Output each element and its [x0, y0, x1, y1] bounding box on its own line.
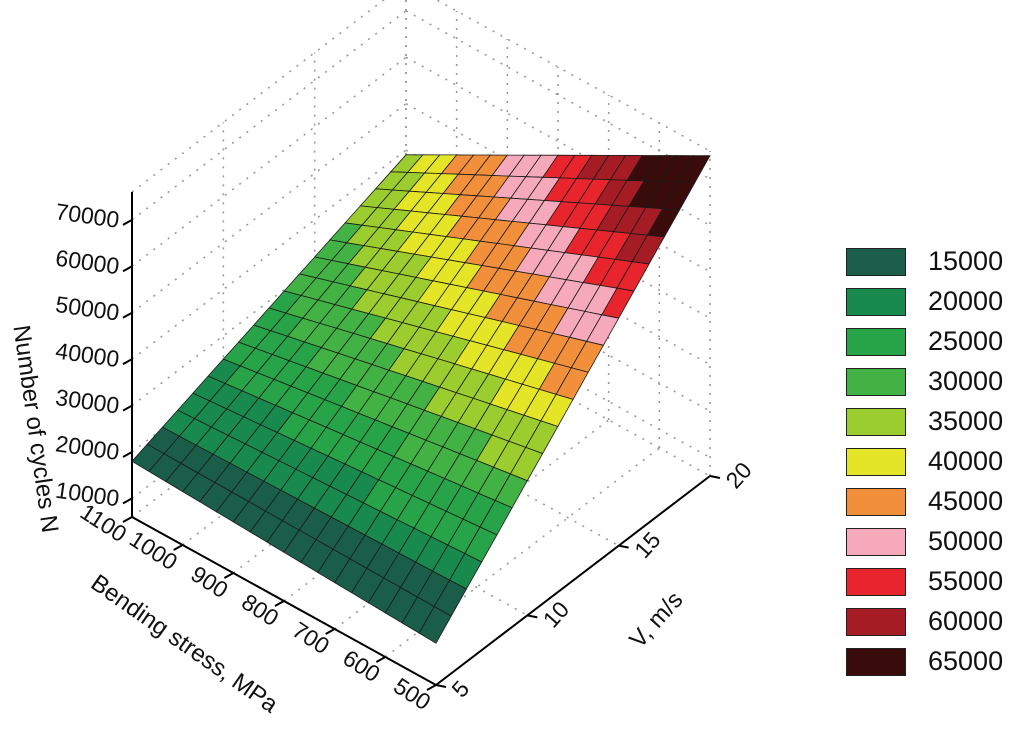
- y-axis-title: V, m/s: [624, 586, 688, 653]
- x-tick-mark: [122, 516, 133, 523]
- z-tick-label: 70000: [54, 198, 121, 233]
- y-tick-mark: [709, 475, 721, 479]
- response-surface: [131, 154, 711, 644]
- grid-line: [405, 307, 711, 477]
- x-tick-label: 1000: [125, 526, 182, 576]
- legend-label: 55000: [928, 566, 1004, 596]
- z-tick-mark: [122, 451, 133, 458]
- legend-item: 30000: [846, 364, 1024, 404]
- y-tick-mark: [618, 544, 629, 549]
- y-tick-label: 15: [629, 527, 665, 563]
- legend-swatch: [846, 528, 906, 556]
- z-tick-label: 30000: [54, 384, 121, 419]
- legend-item: 35000: [846, 404, 1024, 444]
- grid-line: [131, 103, 407, 314]
- z-tick-mark: [122, 218, 133, 226]
- legend-label: 45000: [928, 486, 1004, 516]
- z-tick-mark: [122, 265, 133, 273]
- legend-label: 30000: [928, 366, 1004, 396]
- legend-swatch: [846, 328, 906, 356]
- y-axis-line: [435, 475, 711, 686]
- x-tick-mark: [173, 544, 184, 551]
- legend-item: 25000: [846, 324, 1024, 364]
- legend-item: 45000: [846, 484, 1024, 524]
- y-tick-mark: [527, 614, 538, 619]
- legend-label: 35000: [928, 406, 1004, 436]
- legend-item: 40000: [846, 444, 1024, 484]
- x-tick-mark: [426, 684, 437, 691]
- x-tick-mark: [325, 628, 336, 635]
- legend-swatch: [846, 288, 906, 316]
- legend-swatch: [846, 568, 906, 596]
- grid-line: [131, 56, 407, 267]
- legend: 15000 20000 25000 30000 35000 40000 45000 50000…: [846, 244, 1024, 684]
- grid-line: [131, 149, 407, 360]
- z-tick-label: 50000: [54, 291, 121, 326]
- legend-swatch: [846, 368, 906, 396]
- surface-cell: [418, 606, 452, 644]
- z-tick-mark: [122, 311, 133, 319]
- x-tick-label: 600: [338, 644, 384, 687]
- legend-item: 65000: [846, 644, 1024, 684]
- grid-line: [314, 376, 620, 547]
- z-tick-mark: [122, 358, 133, 366]
- legend-label: 65000: [928, 646, 1004, 676]
- legend-swatch: [846, 408, 906, 436]
- x-tick-mark: [375, 656, 386, 663]
- grid-line: [131, 10, 407, 221]
- y-tick-label: 10: [538, 596, 574, 632]
- legend-item: 55000: [846, 564, 1024, 604]
- y-tick-label: 20: [720, 457, 756, 493]
- axes: [122, 192, 721, 691]
- legend-item: 60000: [846, 604, 1024, 644]
- z-tick-mark: [122, 404, 133, 412]
- z-tick-label: 40000: [54, 337, 121, 372]
- grid-line: [405, 195, 711, 366]
- legend-item: 50000: [846, 524, 1024, 564]
- z-tick-label: 20000: [54, 430, 121, 465]
- x-tick-mark: [223, 572, 234, 579]
- legend-label: 15000: [928, 246, 1004, 276]
- legend-swatch: [846, 608, 906, 636]
- x-tick-mark: [274, 600, 285, 607]
- x-tick-label: 700: [288, 616, 334, 659]
- legend-label: 20000: [928, 286, 1004, 316]
- legend-swatch: [846, 488, 906, 516]
- y-tick-label: 5: [446, 675, 474, 702]
- legend-item: 20000: [846, 284, 1024, 324]
- legend-swatch: [846, 448, 906, 476]
- y-tick-mark: [435, 684, 447, 688]
- grid-line: [131, 0, 386, 193]
- grid-line: [131, 195, 407, 407]
- grid-line: [405, 149, 711, 319]
- legend-label: 40000: [928, 446, 1004, 476]
- x-tick-label: 900: [186, 560, 232, 603]
- grid-line: [384, 447, 660, 658]
- legend-item: 15000: [846, 244, 1024, 284]
- z-tick-label: 60000: [54, 245, 121, 280]
- surface-plot: 1000020000300004000050000600007000011001…: [7, 0, 757, 719]
- legend-swatch: [846, 648, 906, 676]
- grid-line: [222, 446, 528, 617]
- x-tick-label: 800: [237, 588, 283, 631]
- legend-label: 60000: [928, 606, 1004, 636]
- z-tick-mark: [122, 497, 133, 505]
- legend-swatch: [846, 248, 906, 276]
- legend-label: 50000: [928, 526, 1004, 556]
- legend-label: 25000: [928, 326, 1004, 356]
- x-tick-label: 500: [389, 672, 435, 715]
